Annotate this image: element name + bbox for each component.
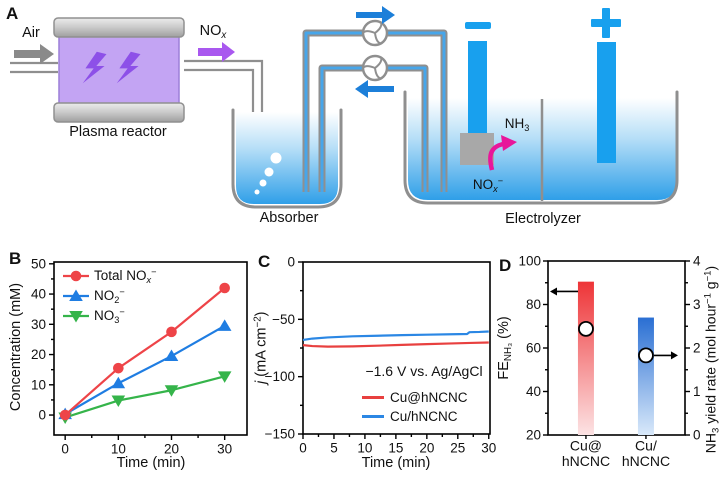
- svg-text:3: 3: [693, 297, 701, 312]
- panel-d-label: D: [499, 256, 512, 275]
- svg-text:40: 40: [31, 287, 46, 302]
- flow-left-arrow-icon: [355, 80, 394, 98]
- anode: [591, 8, 621, 163]
- svg-text:4: 4: [693, 254, 701, 269]
- svg-text:30: 30: [481, 441, 496, 456]
- flow-right-arrow-icon: [356, 6, 395, 24]
- series-Cu@hNCNC: [302, 341, 489, 348]
- panel-a-diagram: [10, 6, 679, 209]
- svg-text:−50: −50: [272, 312, 295, 327]
- plasma-reactor-label: Plasma reactor: [69, 124, 167, 140]
- b-y-axis-title: Concentration (mM): [8, 282, 24, 412]
- plasma-reactor: [53, 17, 185, 123]
- b-x-axis-title: Time (min): [116, 455, 186, 471]
- svg-text:hNCNC: hNCNC: [622, 453, 670, 469]
- svg-text:30: 30: [31, 317, 46, 332]
- svg-text:15: 15: [388, 441, 403, 456]
- air-arrow-icon: [14, 44, 54, 64]
- svg-text:100: 100: [518, 254, 541, 269]
- electrolyzer-label: Electrolyzer: [505, 211, 581, 227]
- svg-text:20: 20: [526, 428, 541, 443]
- nox-arrow-icon: [198, 42, 235, 62]
- panel-b-label: B: [9, 249, 22, 268]
- svg-text:0: 0: [299, 441, 307, 456]
- svg-text:60: 60: [526, 341, 541, 356]
- legend-item-NO2−: NO2−: [63, 286, 156, 305]
- series-Total NOx−: [59, 282, 230, 421]
- legend-item-NO3−: NO3−: [63, 306, 156, 325]
- svg-text:0: 0: [38, 408, 46, 423]
- svg-text:10: 10: [111, 442, 126, 457]
- panel-a-label: A: [6, 4, 19, 23]
- svg-text:20: 20: [31, 347, 46, 362]
- nox-label: NOx: [199, 23, 227, 41]
- svg-text:−100: −100: [265, 369, 295, 384]
- c-legend: Cu@hNCNC Cu/hNCNC: [362, 390, 467, 424]
- c-potential-annotation: −1.6 V vs. Ag/AgCl: [365, 363, 483, 379]
- svg-text:10: 10: [31, 377, 46, 392]
- bar-Cu/hNCNC: Cu/hNCNC: [622, 317, 670, 469]
- nh3-arrow-icon: [488, 135, 517, 171]
- air-inlet-tube: [10, 61, 58, 74]
- svg-text:1: 1: [693, 384, 701, 399]
- bubbles: [254, 152, 282, 195]
- svg-text:0: 0: [287, 255, 295, 270]
- c-y-axis-title: j (mA cm−2): [252, 311, 270, 384]
- svg-text:25: 25: [450, 441, 465, 456]
- svg-text:Cu@: Cu@: [570, 438, 602, 454]
- plus-sign-icon: [591, 8, 621, 38]
- bar-Cu@hNCNC: Cu@hNCNC: [562, 281, 610, 469]
- minus-sign-icon: [465, 22, 491, 29]
- pump-icon: [361, 19, 389, 82]
- svg-text:20: 20: [419, 441, 434, 456]
- svg-text:Cu/: Cu/: [635, 438, 657, 454]
- tick-labels: 0 10 20 30 0 10 20 30 40 50: [31, 256, 232, 456]
- d-right-axis-title: NH3 yield rate (mol hour−1 g−1): [702, 265, 722, 454]
- svg-text:0: 0: [693, 428, 701, 443]
- panel-c-label: C: [258, 252, 271, 271]
- svg-text:50: 50: [31, 256, 46, 271]
- b-legend: Total NOx− NO2− NO3−: [63, 266, 156, 325]
- tick-labels: 0 5 10 15 20 25 30 0 −50 −100 −150: [265, 255, 497, 456]
- svg-text:30: 30: [217, 442, 232, 457]
- nox-minus-label: NOx−: [472, 176, 504, 194]
- series-NO2−: [58, 319, 232, 420]
- legend-item-Total NOx−: Total NOx−: [63, 266, 156, 285]
- yield-marker: [578, 320, 594, 337]
- axes: [298, 261, 490, 439]
- legend-item-Cu/hNCNC: Cu/hNCNC: [362, 409, 467, 424]
- panel-c-chart: 0 5 10 15 20 25 30 0 −50 −100 −150: [265, 255, 497, 456]
- svg-text:−150: −150: [265, 427, 295, 442]
- svg-text:2: 2: [693, 341, 701, 356]
- series-Cu/hNCNC: [302, 330, 489, 342]
- nh3-label: NH3: [504, 116, 530, 133]
- svg-text:80: 80: [526, 297, 541, 312]
- lightning-bolt-icon: [82, 51, 141, 84]
- axis-association-arrows: [550, 287, 678, 360]
- svg-text:10: 10: [357, 441, 372, 456]
- d-left-axis-title: FENH₃ (%): [496, 316, 514, 380]
- svg-text:0: 0: [61, 442, 69, 457]
- c-x-axis-title: Time (min): [361, 455, 431, 471]
- svg-text:20: 20: [164, 442, 179, 457]
- axes: [49, 263, 226, 440]
- svg-text:5: 5: [330, 441, 338, 456]
- air-label: Air: [22, 25, 40, 41]
- svg-text:hNCNC: hNCNC: [562, 453, 610, 469]
- yield-marker: [638, 347, 654, 364]
- svg-text:40: 40: [526, 384, 541, 399]
- panel-b-chart: 0 10 20 30 0 10 20 30 40 50: [31, 256, 248, 457]
- absorber-label: Absorber: [259, 210, 319, 226]
- legend-item-Cu@hNCNC: Cu@hNCNC: [362, 390, 467, 405]
